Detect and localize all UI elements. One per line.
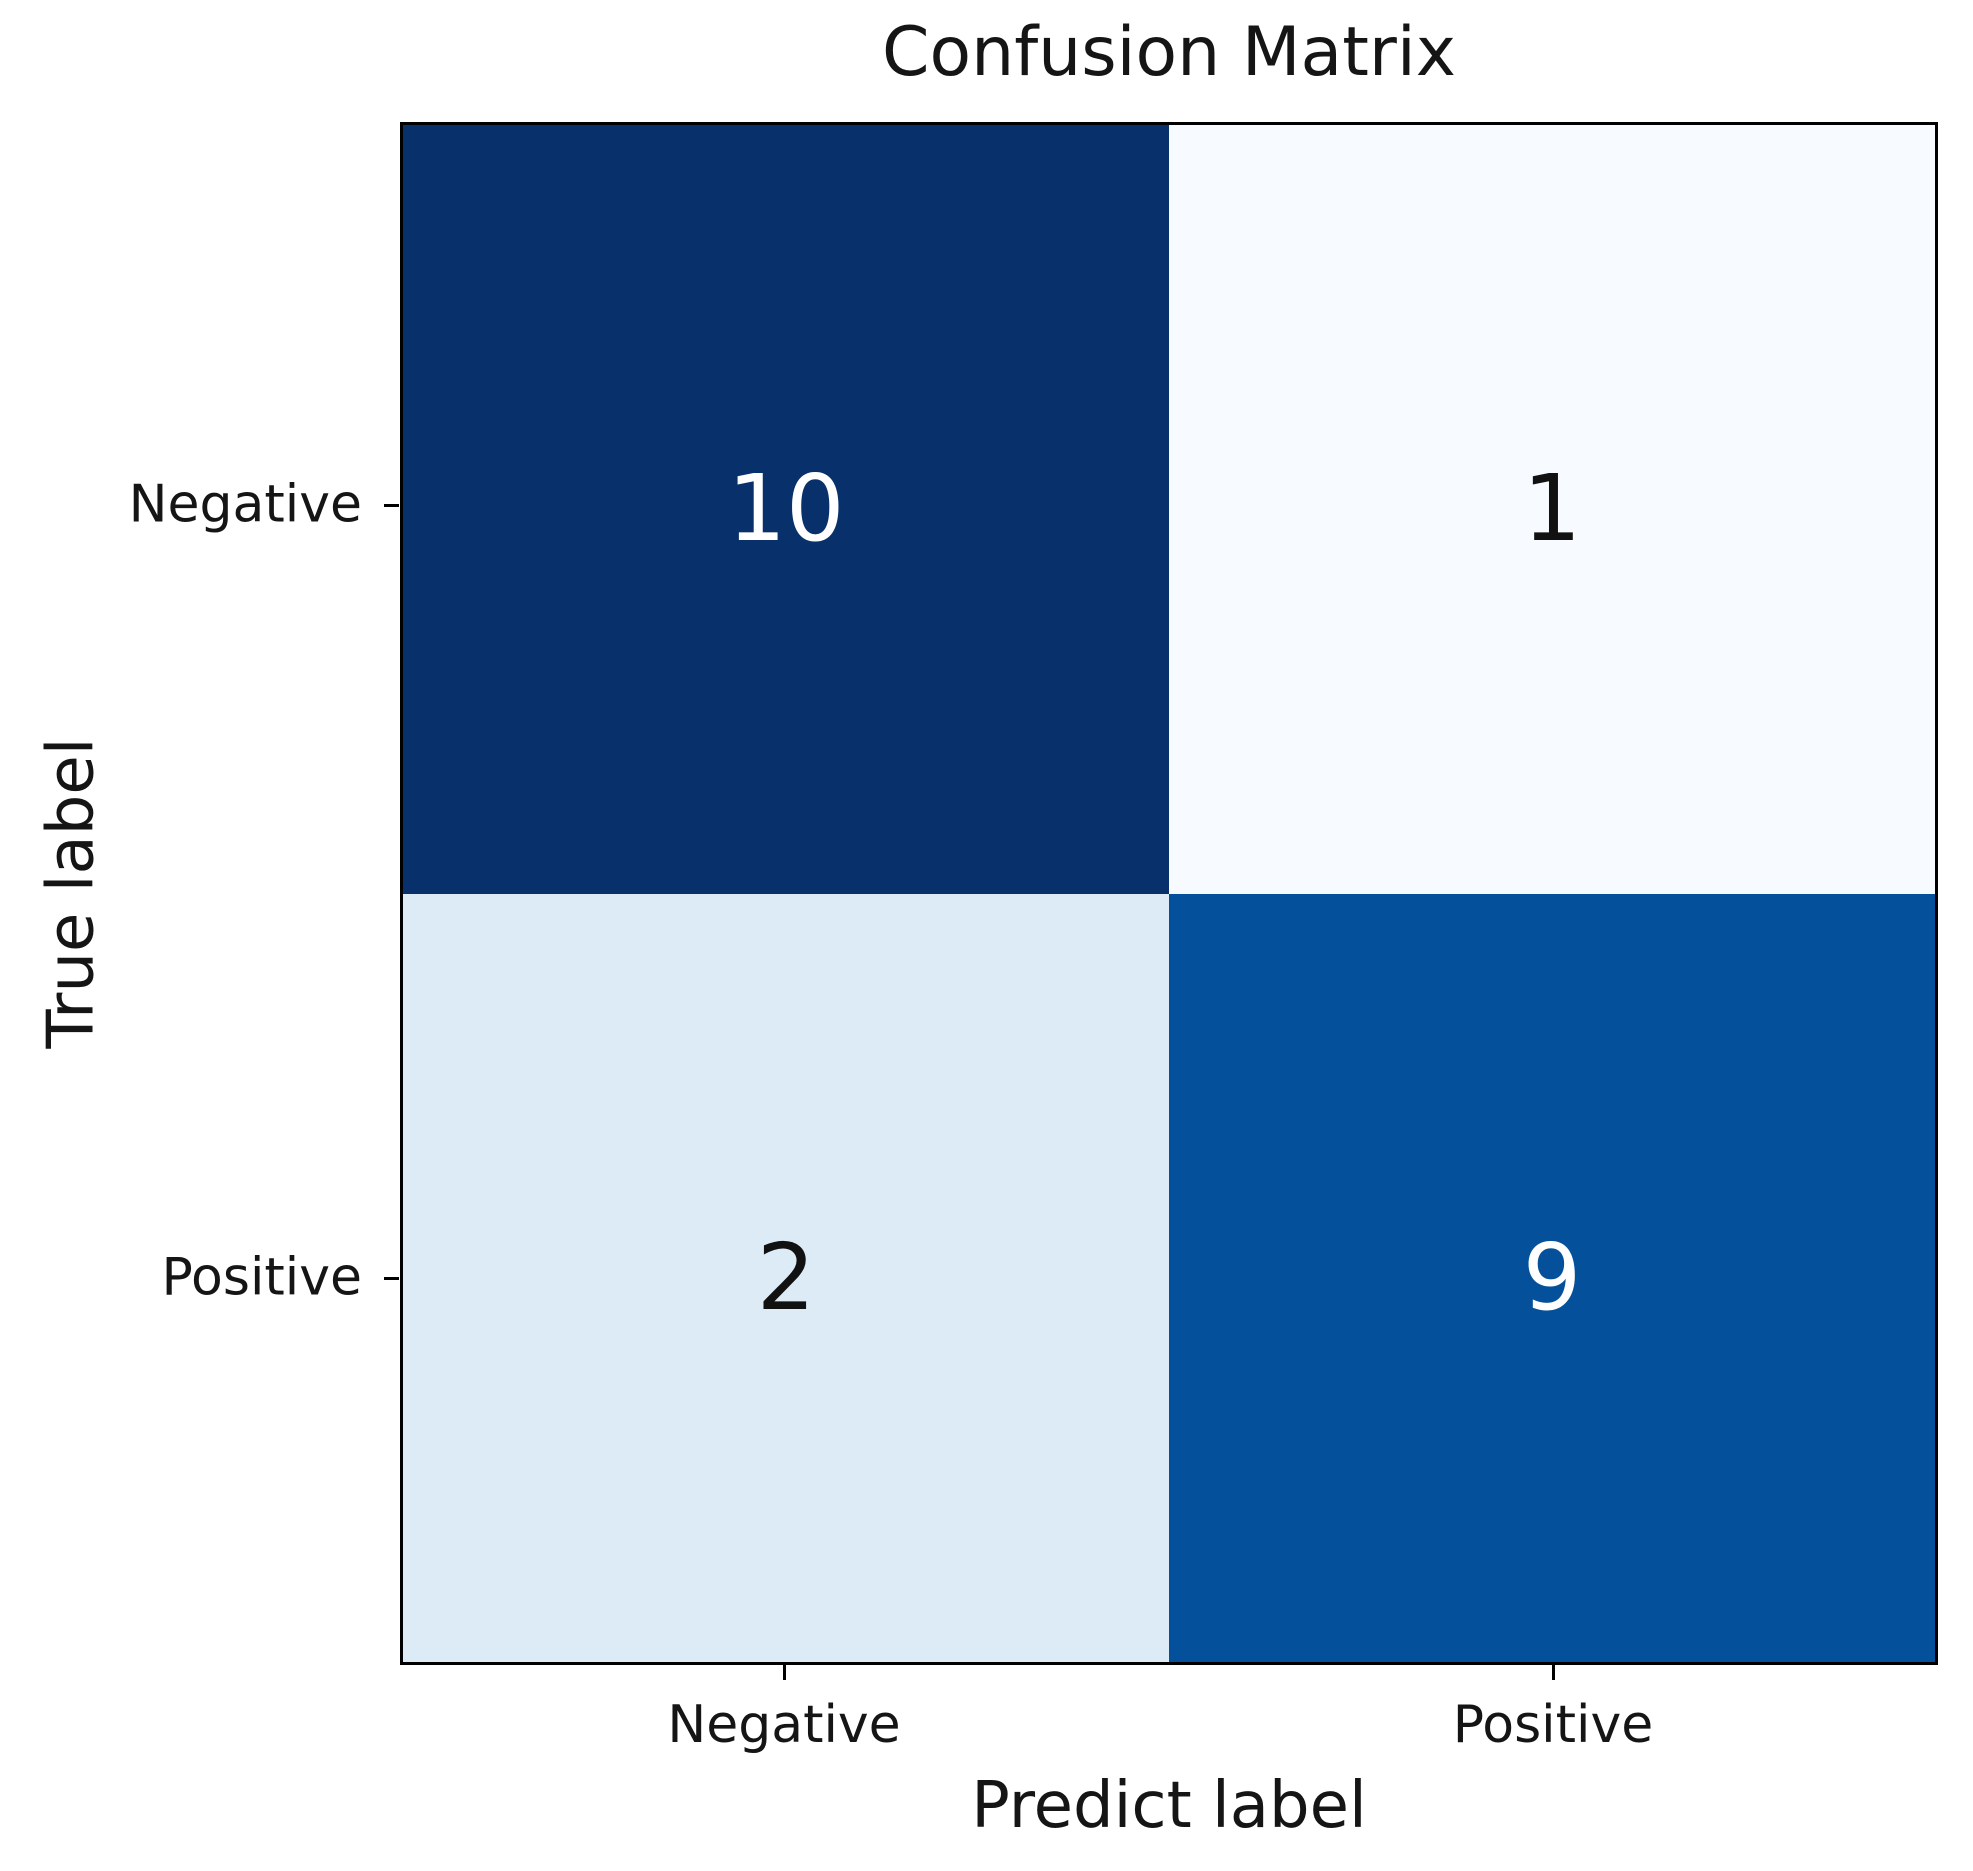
cell-value-true-negative-pred-positive: 1: [1522, 455, 1582, 563]
heatmap: 10 1 2 9: [400, 122, 1938, 1665]
x-tick-label-positive: Positive: [1452, 1695, 1654, 1755]
cell-value-true-positive-pred-negative: 2: [756, 1223, 816, 1331]
y-tick-negative: [384, 504, 399, 507]
cell-true-positive-pred-positive: 9: [1169, 893, 1935, 1662]
y-tick-label-negative: Negative: [128, 474, 362, 535]
y-tick-positive: [384, 1277, 399, 1280]
y-axis-label: True label: [34, 737, 109, 1049]
cell-true-negative-pred-negative: 10: [403, 125, 1169, 894]
cell-true-positive-pred-negative: 2: [403, 893, 1169, 1662]
cell-true-negative-pred-positive: 1: [1169, 125, 1935, 894]
x-tick-label-negative: Negative: [667, 1695, 901, 1755]
chart-title: Confusion Matrix: [882, 13, 1456, 92]
cell-value-true-negative-pred-negative: 10: [727, 455, 845, 563]
x-tick-negative: [783, 1665, 786, 1680]
x-tick-positive: [1552, 1665, 1555, 1680]
x-axis-label: Predict label: [971, 1769, 1367, 1843]
cell-value-true-positive-pred-positive: 9: [1522, 1223, 1582, 1331]
y-tick-label-positive: Positive: [161, 1247, 362, 1308]
